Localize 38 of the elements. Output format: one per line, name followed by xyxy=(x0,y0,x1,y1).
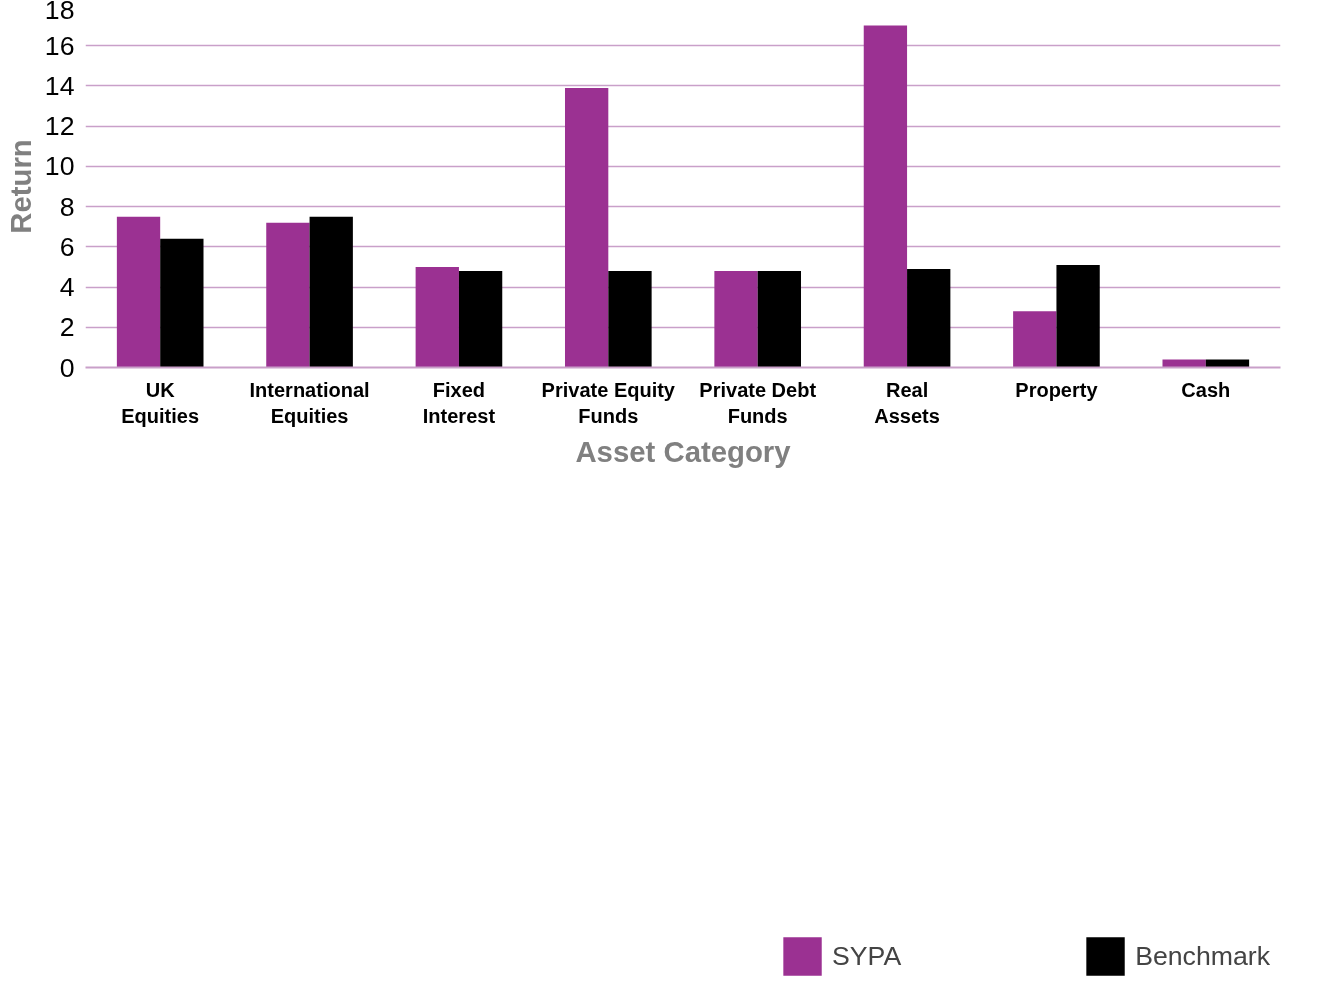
bar xyxy=(458,270,503,368)
bar xyxy=(1205,359,1250,368)
x-tick-label: UK Equities xyxy=(121,378,200,427)
y-tick-label: 18 xyxy=(44,0,75,25)
bar xyxy=(160,238,204,368)
y-tick-label: 16 xyxy=(44,30,75,61)
bar xyxy=(1013,311,1057,368)
y-tick-label: 14 xyxy=(44,70,75,101)
legend-label: SYPA xyxy=(832,940,902,972)
y-tick-label: 6 xyxy=(59,231,75,262)
bar xyxy=(907,268,951,368)
y-tick-label: 12 xyxy=(44,111,75,142)
bar xyxy=(757,270,802,368)
bar xyxy=(415,266,459,368)
bar xyxy=(1162,359,1206,368)
y-tick-label: 8 xyxy=(59,191,75,222)
x-tick-label: International Equities xyxy=(249,378,370,427)
y-tick-label: 4 xyxy=(59,272,75,303)
bar xyxy=(714,270,758,368)
bar xyxy=(309,216,353,368)
x-tick-label: Private Debt Funds xyxy=(699,378,817,427)
bar xyxy=(1056,264,1100,368)
bar xyxy=(266,222,310,368)
x-tick-label: Real Assets xyxy=(874,378,940,427)
y-axis-title: Return xyxy=(3,139,37,234)
x-tick-label: Private Equity Funds xyxy=(541,378,676,427)
y-tick-label: 2 xyxy=(59,312,75,343)
bar xyxy=(863,25,908,368)
legend-label: Benchmark xyxy=(1135,940,1270,972)
y-tick-label: 0 xyxy=(59,352,75,383)
bar xyxy=(564,87,609,368)
bar xyxy=(116,216,161,368)
y-tick-label: 10 xyxy=(44,151,75,182)
x-tick-label: Fixed Interest xyxy=(422,378,496,427)
bar xyxy=(608,270,652,368)
x-tick-label: Cash xyxy=(1181,378,1231,401)
x-axis-title: Asset Category xyxy=(575,434,792,468)
x-tick-label: Property xyxy=(1015,378,1099,401)
